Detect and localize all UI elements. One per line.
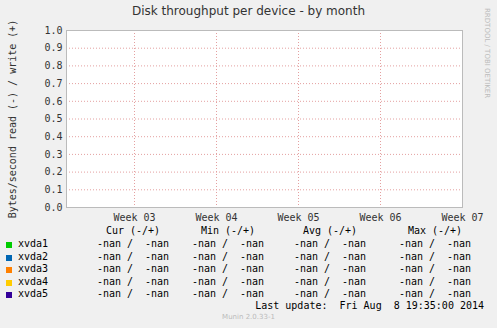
html-text:xvda2: xvda2 — [18, 250, 49, 262]
html-text:-nan / -nan: -nan / -nan — [96, 275, 170, 287]
html-text:-nan / -nan: -nan / -nan — [96, 263, 170, 274]
html-text:-nan / -nan: -nan / -nan — [191, 288, 265, 299]
html-text:-nan / -nan: -nan / -nan — [96, 288, 170, 299]
svg-text:0.0: 0.0 — [44, 202, 62, 213]
html-text:Disk throughput per device - b: Disk throughput per device - by month — [132, 4, 365, 18]
html-text:-nan / -nan: -nan / -nan — [398, 263, 472, 274]
svg-text:Week 04: Week 04 — [195, 212, 237, 223]
html-text:xvda3: xvda3 — [18, 263, 49, 274]
html-text:Cur (-/+): Cur (-/+) — [105, 225, 161, 236]
html-text:Max (-/+): Max (-/+) — [407, 225, 463, 236]
html-text:xvda5: xvda5 — [18, 288, 49, 299]
svg-text:0.7: 0.7 — [44, 78, 62, 89]
svg-text:1.0: 1.0 — [44, 25, 62, 36]
svg-text:Week 06: Week 06 — [359, 212, 401, 223]
svg-text:0.8: 0.8 — [44, 60, 62, 71]
html-text:xvda4: xvda4 — [18, 275, 49, 287]
html-text:-nan / -nan: -nan / -nan — [191, 250, 265, 262]
html-text:xvda1: xvda1 — [18, 238, 49, 249]
html-text:-nan / -nan: -nan / -nan — [293, 275, 367, 287]
svg-text:0.2: 0.2 — [44, 166, 62, 177]
html-text:-nan / -nan: -nan / -nan — [191, 263, 265, 274]
svg-text:0.1: 0.1 — [44, 184, 62, 195]
svg-text:0.3: 0.3 — [44, 149, 62, 160]
html-text:-nan / -nan: -nan / -nan — [398, 238, 472, 249]
svg-text:Week 03: Week 03 — [113, 212, 155, 223]
html-text:-nan / -nan: -nan / -nan — [191, 238, 265, 249]
svg-text:0.4: 0.4 — [44, 131, 62, 142]
svg-text:0.9: 0.9 — [44, 42, 62, 53]
svg-text:Week 07: Week 07 — [441, 212, 483, 223]
html-text:-nan / -nan: -nan / -nan — [293, 263, 367, 274]
svg-text:0.5: 0.5 — [44, 113, 62, 124]
html-text:-nan / -nan: -nan / -nan — [293, 238, 367, 249]
html-text:-nan / -nan: -nan / -nan — [293, 250, 367, 262]
html-text:Munin 2.0.33-1: Munin 2.0.33-1 — [222, 313, 275, 321]
html-text:-nan / -nan: -nan / -nan — [398, 250, 472, 262]
html-text:-nan / -nan: -nan / -nan — [398, 275, 472, 287]
html-text:Avg (-/+): Avg (-/+) — [302, 225, 358, 236]
svg-text:Bytes/second read (-) / write: Bytes/second read (-) / write (+) — [7, 20, 18, 218]
html-text:Min (-/+): Min (-/+) — [200, 225, 256, 236]
svg-text:0.6: 0.6 — [44, 96, 62, 107]
html-text:-nan / -nan: -nan / -nan — [191, 275, 265, 287]
html-text:RRDTOOL / TOBI OETIKER: RRDTOOL / TOBI OETIKER — [483, 8, 491, 99]
html-text:-nan / -nan: -nan / -nan — [398, 288, 472, 299]
html-text:-nan / -nan: -nan / -nan — [293, 288, 367, 299]
html-text:-nan / -nan: -nan / -nan — [96, 250, 170, 262]
svg-text:Week 05: Week 05 — [277, 212, 319, 223]
html-text:Last update: Fri Aug 8 19:35:0: Last update: Fri Aug 8 19:35:00 2014 — [255, 300, 484, 311]
html-text:-nan / -nan: -nan / -nan — [96, 238, 170, 249]
